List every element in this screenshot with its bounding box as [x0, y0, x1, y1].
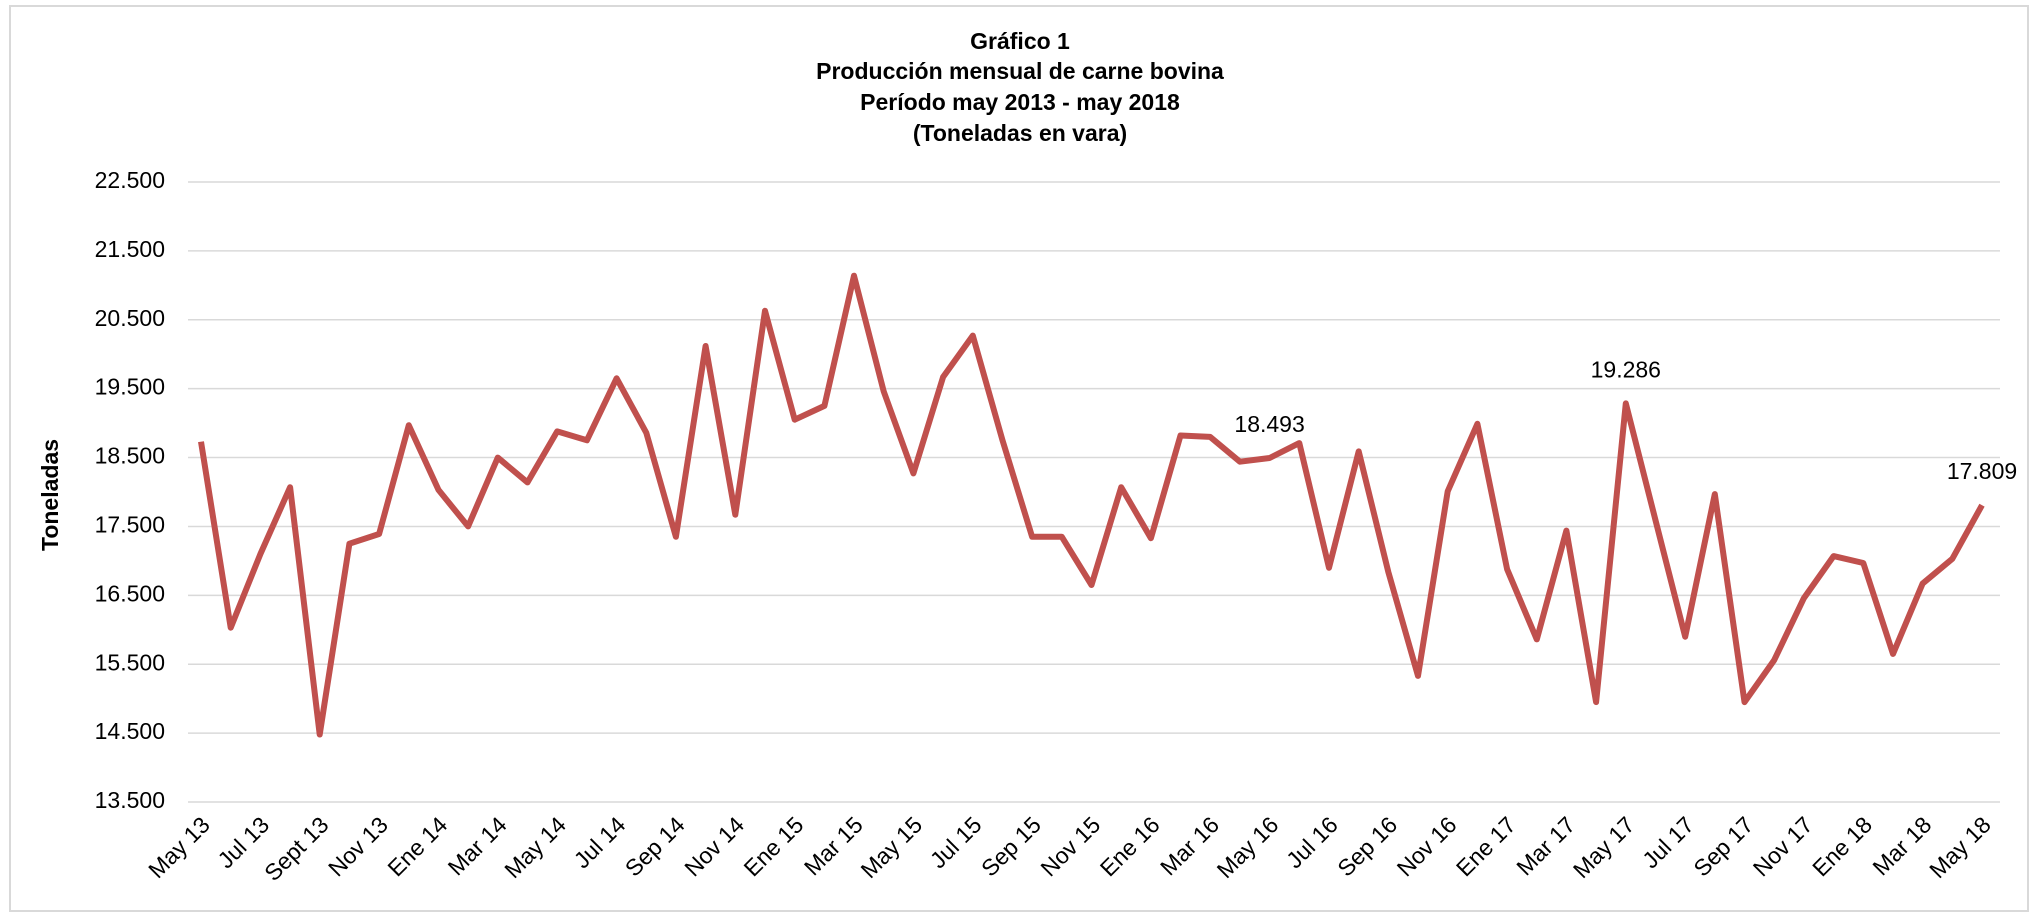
y-tick-label: 22.500 — [95, 167, 165, 193]
y-tick-label: 15.500 — [95, 649, 165, 675]
y-tick-label: 18.500 — [95, 443, 165, 469]
chart-subtitle: Producción mensual de carne bovina — [816, 58, 1224, 84]
data-line — [198, 272, 1985, 738]
data-label: 17.809 — [1947, 458, 2017, 484]
data-label: 19.286 — [1591, 356, 1661, 382]
chart-subtitle: (Toneladas en vara) — [913, 120, 1127, 146]
y-axis-label: Toneladas — [37, 439, 63, 551]
chart-title: Gráfico 1 — [970, 28, 1070, 54]
chart-subtitle: Período may 2013 - may 2018 — [860, 89, 1180, 115]
chart-border — [9, 5, 2029, 912]
y-tick-label: 19.500 — [95, 374, 165, 400]
y-tick-label: 16.500 — [95, 580, 165, 606]
y-tick-label: 14.500 — [95, 718, 165, 744]
y-tick-label: 17.500 — [95, 512, 165, 538]
data-label: 18.493 — [1234, 411, 1304, 437]
y-tick-label: 20.500 — [95, 305, 165, 331]
y-tick-label: 21.500 — [95, 236, 165, 262]
y-tick-label: 13.500 — [95, 787, 165, 813]
